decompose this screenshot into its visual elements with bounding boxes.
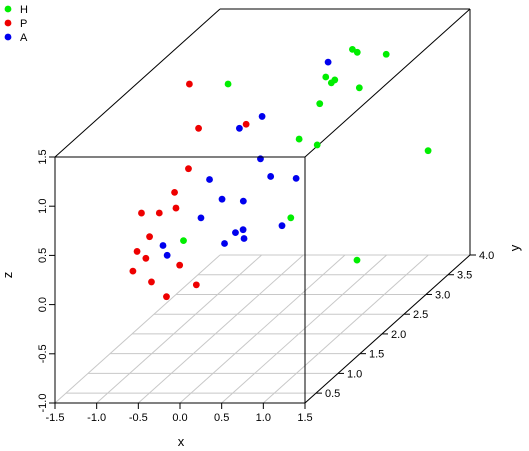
point-a bbox=[159, 242, 167, 249]
point-a bbox=[163, 251, 171, 259]
data-points bbox=[129, 45, 432, 301]
box-edge bbox=[304, 8, 471, 158]
point-h bbox=[224, 80, 232, 88]
point-p bbox=[133, 248, 141, 255]
x-tick-label: 0.5 bbox=[214, 412, 229, 424]
x-tick-label: -1.5 bbox=[46, 412, 65, 424]
point-p bbox=[138, 209, 145, 217]
point-a bbox=[292, 174, 300, 182]
y-tick-label: 0.5 bbox=[325, 388, 340, 400]
point-p bbox=[176, 261, 184, 269]
y-tick-label: 4.0 bbox=[479, 250, 494, 262]
point-p bbox=[192, 281, 200, 289]
floor-grid-line bbox=[262, 254, 429, 404]
x-tick-label: -1.0 bbox=[87, 412, 106, 424]
legend-label-a: A bbox=[20, 32, 28, 44]
axes: x z y -1.5 -1.0 -0.5 0.0 0.5 1.0 1.5-1.0-0.50.… bbox=[0, 149, 522, 449]
point-p bbox=[129, 267, 137, 275]
point-p bbox=[155, 209, 163, 217]
z-tick-label: -1.0 bbox=[37, 394, 49, 413]
point-a bbox=[278, 222, 286, 230]
y-tick-label: 1.0 bbox=[347, 368, 362, 380]
point-a bbox=[257, 155, 264, 163]
point-a bbox=[239, 226, 247, 234]
y-tick-label: 2.0 bbox=[391, 329, 406, 341]
y-tick-label: 3.5 bbox=[457, 270, 472, 282]
point-h bbox=[316, 100, 324, 108]
z-tick-label: 1.5 bbox=[37, 149, 49, 164]
point-p bbox=[146, 233, 153, 241]
floor-grid bbox=[54, 254, 471, 404]
point-p bbox=[186, 80, 193, 88]
point-h bbox=[353, 48, 361, 56]
point-h bbox=[295, 135, 303, 143]
point-h bbox=[355, 84, 363, 92]
point-a bbox=[218, 195, 226, 203]
box-edge bbox=[304, 254, 471, 404]
z-tick-label: 0.5 bbox=[37, 248, 49, 263]
point-p bbox=[195, 124, 202, 132]
legend: HPA bbox=[4, 4, 28, 44]
point-a bbox=[258, 113, 266, 120]
point-p bbox=[172, 204, 180, 212]
x-tick-label: -0.5 bbox=[129, 412, 148, 424]
legend-label-p: P bbox=[20, 18, 27, 30]
x-tick-label: 0.0 bbox=[172, 412, 187, 424]
z-tick-label: -0.5 bbox=[37, 344, 49, 363]
point-a bbox=[221, 240, 228, 247]
y-axis-label: y bbox=[507, 244, 522, 251]
point-a bbox=[267, 173, 275, 180]
floor-grid-line bbox=[221, 254, 388, 404]
x-axis-label: x bbox=[178, 434, 185, 449]
legend-marker-p bbox=[4, 19, 12, 27]
point-a bbox=[197, 214, 205, 222]
legend-label-h: H bbox=[20, 4, 28, 16]
point-h bbox=[382, 50, 390, 58]
floor-grid-line bbox=[96, 254, 263, 404]
point-p bbox=[148, 278, 155, 286]
point-a bbox=[324, 58, 332, 66]
point-p bbox=[171, 188, 178, 196]
point-p bbox=[163, 293, 170, 301]
point-a bbox=[240, 235, 248, 242]
point-h bbox=[322, 73, 330, 81]
point-h bbox=[180, 237, 187, 245]
point-a bbox=[236, 124, 243, 132]
point-p bbox=[242, 120, 250, 128]
z-axis-label: z bbox=[0, 272, 15, 279]
legend-marker-h bbox=[4, 5, 12, 13]
point-h bbox=[313, 141, 321, 149]
floor-grid-line bbox=[179, 254, 346, 404]
y-tick-label: 1.5 bbox=[369, 349, 384, 361]
point-a bbox=[239, 197, 247, 205]
legend-marker-a bbox=[4, 33, 12, 41]
box-edge bbox=[54, 8, 221, 158]
point-a bbox=[206, 176, 213, 183]
floor-grid-line bbox=[54, 254, 221, 404]
point-h bbox=[424, 147, 432, 155]
point-h bbox=[327, 79, 335, 87]
floor-grid-line bbox=[137, 254, 304, 404]
z-tick-label: 0.0 bbox=[37, 297, 49, 312]
point-a bbox=[232, 229, 239, 237]
y-tick-label: 3.0 bbox=[435, 289, 450, 301]
z-tick-label: 1.0 bbox=[37, 199, 49, 214]
x-tick-label: 1.5 bbox=[297, 412, 312, 424]
point-p bbox=[185, 165, 192, 173]
x-tick-label: 1.0 bbox=[256, 412, 271, 424]
box-back-edges bbox=[54, 8, 471, 404]
point-p bbox=[142, 254, 150, 262]
point-h bbox=[353, 256, 361, 264]
y-tick-label: 2.5 bbox=[413, 309, 428, 321]
point-h bbox=[287, 214, 295, 222]
